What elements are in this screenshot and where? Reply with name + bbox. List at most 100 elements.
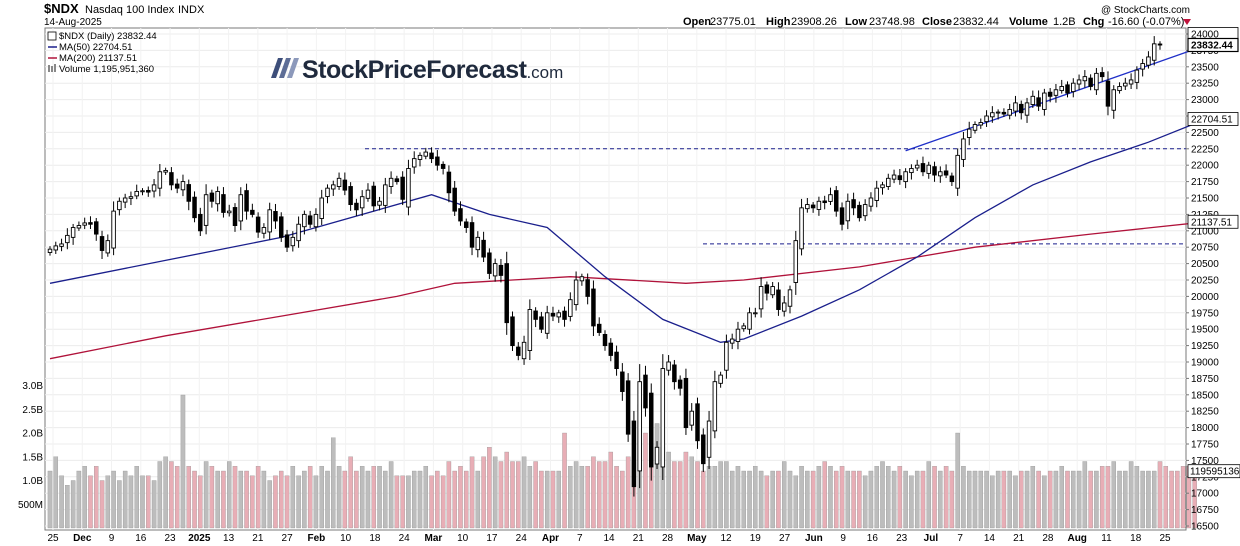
price-badge-label: 23832.44 [1191,40,1233,51]
candle-down [88,222,93,225]
candle-up [666,361,671,371]
volume-bar [47,470,53,529]
candle-down [429,152,434,160]
candle-down [1157,43,1163,46]
date-tick-label: Jul [924,533,939,544]
candle-up [331,184,336,190]
candle-up [654,446,660,465]
candle-up [319,197,324,219]
candle-down [1019,103,1024,114]
date-tick-label: 18 [369,533,381,544]
volume-bar [348,456,353,529]
volume-bar [787,470,793,529]
candle-down [591,288,596,327]
volume-bar [695,461,700,529]
volume-bar [816,466,822,529]
volume-bar [250,475,255,529]
volume-bar [1019,470,1024,529]
candle-up [1123,82,1128,87]
volume-bar [868,470,874,529]
candle-down [1065,84,1070,94]
candle-down [307,215,313,225]
candle-up [909,168,914,174]
volume-bar [1065,470,1070,529]
volume-bar [1007,470,1012,529]
volume-bar [1013,475,1018,529]
volume-bar [770,470,775,529]
candle-down [550,312,556,317]
price-tick-label: 18500 [1191,390,1219,401]
volume-bar [701,470,706,529]
volume-bar [643,432,648,529]
chg-label: Chg [1083,16,1104,28]
date-tick-label: 24 [516,533,528,544]
volume-bar [1169,470,1174,529]
volume-tick-label: 1.5B [22,452,43,463]
candle-up [180,181,186,191]
volume-bar [909,475,914,529]
close-value: 23832.44 [953,16,999,28]
date-tick-label: Feb [307,533,325,544]
legend-ma200: MA(200) 21137.51 [59,53,137,64]
candle-up [492,263,498,277]
volume-bar [521,456,527,529]
candle-up [521,341,527,360]
candle-down [585,279,590,297]
volume-tick-label: 3.0B [22,381,43,392]
volume-bar [1134,466,1140,529]
volume-bar [764,475,770,529]
candle-up [76,225,82,229]
price-tick-label: 19750 [1191,308,1219,319]
candle-up [527,309,533,351]
volume-bar [70,480,76,529]
candle-up [215,190,220,205]
candle-up [868,197,874,207]
ticker-symbol: $NDX [44,1,79,16]
volume-bar [1099,466,1105,529]
candle-up [787,289,793,307]
candle-down [394,178,400,183]
volume-bar [747,470,752,529]
volume-bar [411,470,417,529]
candle-down [169,172,174,186]
volume-bar [203,461,209,529]
volume-bar [1117,470,1122,529]
candle-up [203,194,209,226]
candle-up [1053,89,1059,96]
candle-up [735,328,741,342]
open-label: Open [683,16,711,28]
candle-up [226,210,232,214]
volume-bar [377,466,382,529]
volume-bar [839,466,845,529]
legend-price: $NDX (Daily) 23832.44 [59,31,157,42]
date-tick-label: 7 [957,533,963,544]
volume-bar [1157,461,1163,529]
candle-down [834,190,839,212]
price-badge [1187,37,1239,53]
volume-bar [354,470,359,529]
price-badge [1187,214,1239,229]
candle-up [417,154,423,160]
candle-up [770,286,775,296]
volume-bar [654,423,660,529]
candle-down [273,211,278,222]
volume-bar [903,470,908,529]
volume-bar [1163,466,1169,529]
volume-bar [221,470,226,529]
legend-volume: Volume 1,195,951,360 [59,64,154,75]
candle-down [614,351,619,370]
candle-down [192,196,197,219]
date-tick-label: 14 [603,533,615,544]
price-tick-label: 18000 [1191,423,1219,434]
open-value: 23775.01 [710,16,756,28]
candle-up [978,122,984,126]
volume-bar [793,475,799,529]
date-tick-label: 16 [867,533,879,544]
candle-up [990,112,995,118]
volume-bar [585,466,590,529]
volume-bar [614,466,619,529]
price-tick-label: 16750 [1191,505,1219,516]
candle-down [481,239,486,258]
volume-bar [972,470,978,529]
index-name: Nasdaq 100 Index [85,4,175,16]
